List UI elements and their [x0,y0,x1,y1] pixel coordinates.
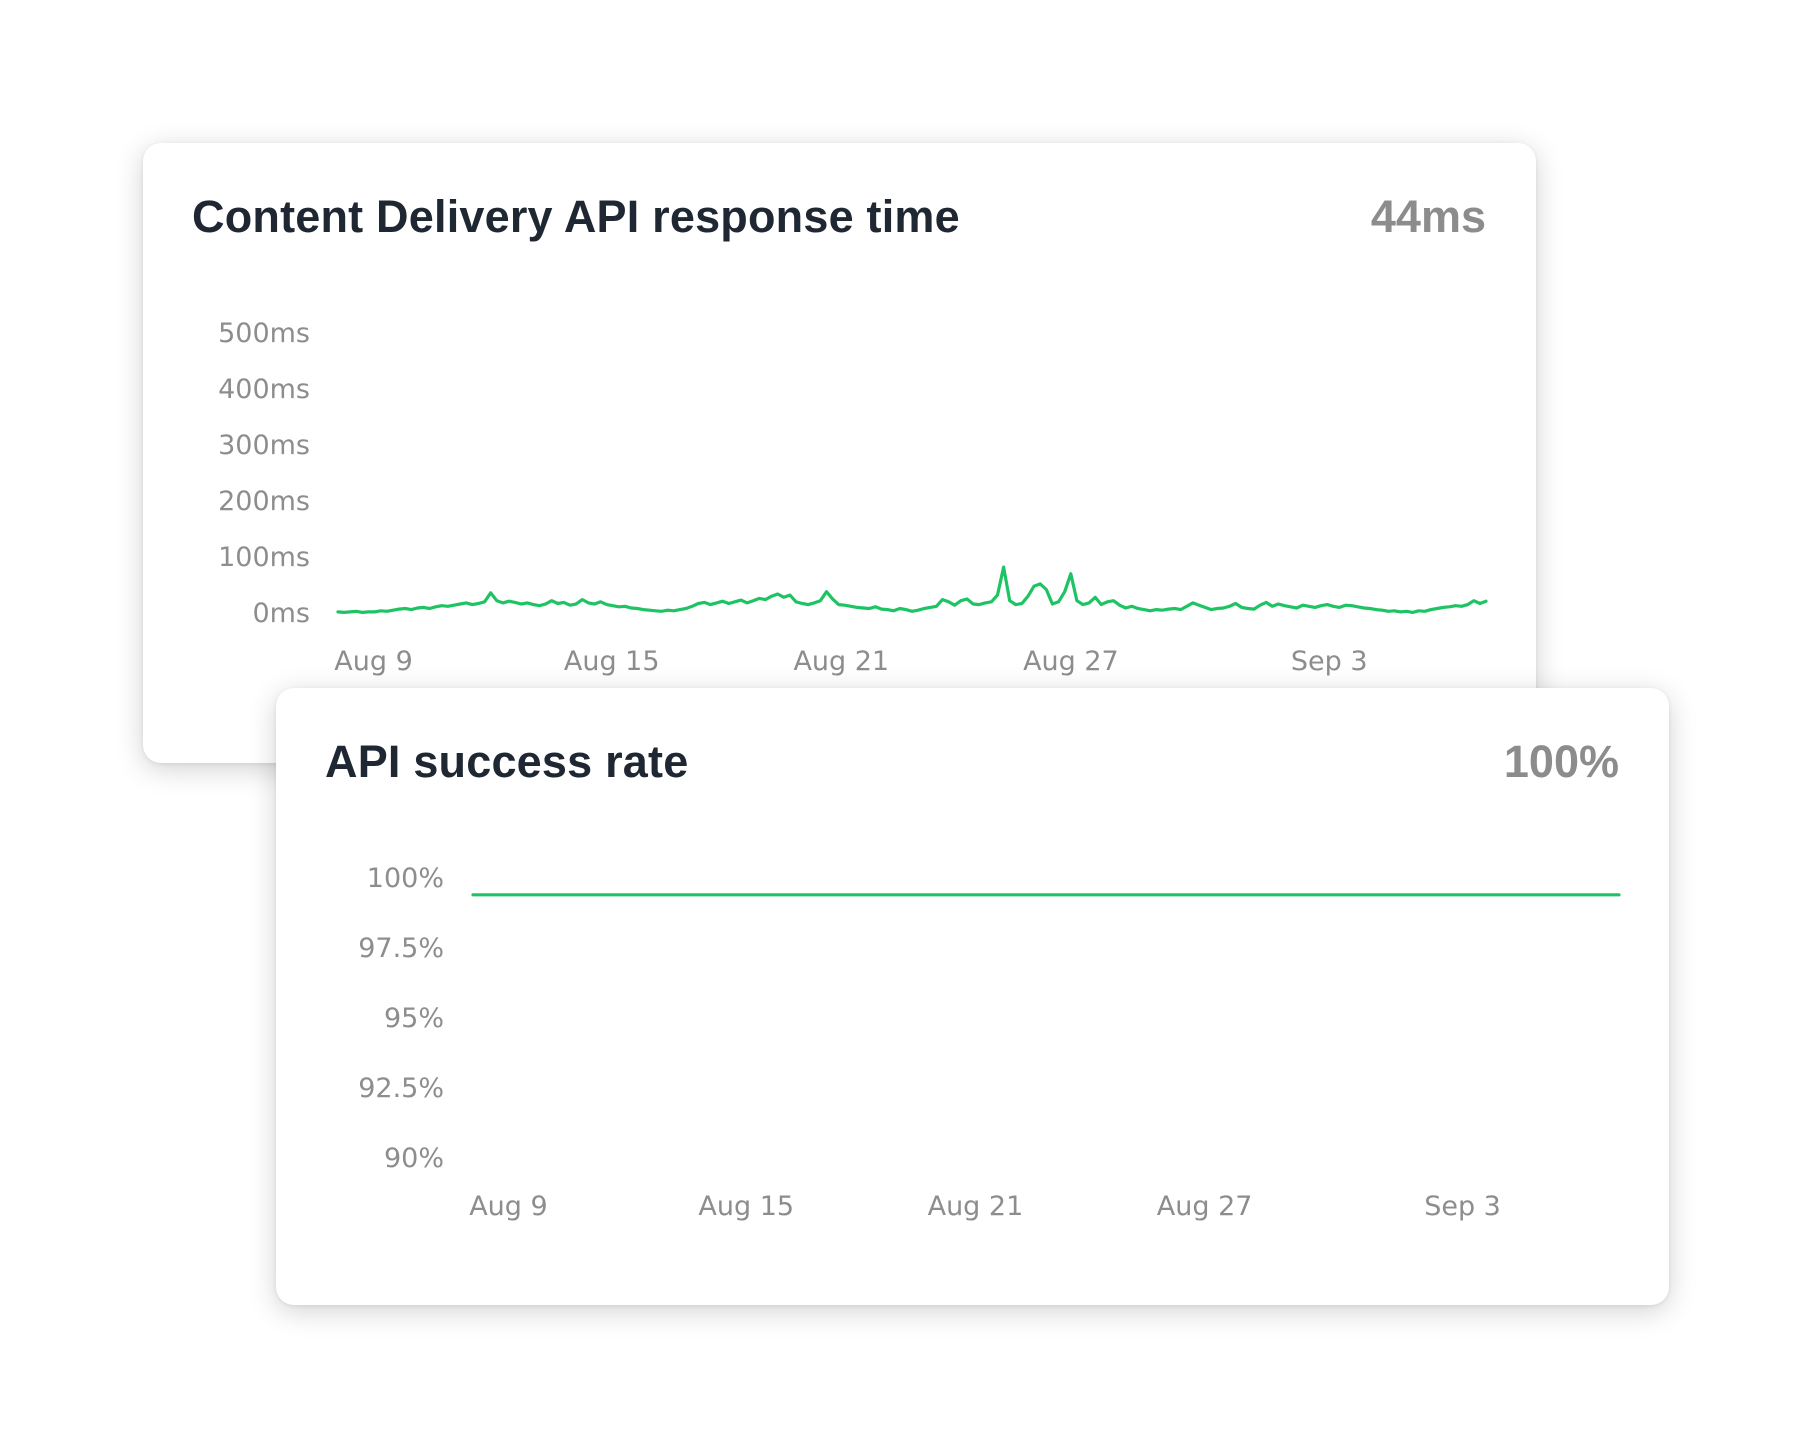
success-y-tick-label: 100% [367,863,444,894]
success-x-tick-label: Aug 21 [928,1191,1024,1222]
success-rate-chart: 100% 97.5% 95% 92.5% 90% Aug 9 Aug 15 Aug 21 Aug… [358,863,1621,1222]
response-y-tick-label: 300ms [218,430,310,461]
success-y-tick-label: 97.5% [358,933,444,964]
success-y-tick-label: 92.5% [358,1073,444,1104]
response-x-tick-label: Sep 3 [1291,646,1368,677]
response-time-chart: 500ms 400ms 300ms 200ms 100ms 0ms Aug 9 Aug 15 A… [218,318,1488,677]
response-time-value: 44ms [1370,191,1486,242]
success-y-tick-label: 90% [384,1143,444,1174]
response-y-tick-label: 400ms [218,374,310,405]
success-x-tick-label: Aug 27 [1157,1191,1253,1222]
response-x-tick-label: Aug 27 [1023,646,1119,677]
response-y-tick-label: 100ms [218,542,310,573]
response-y-tick-label: 500ms [218,318,310,349]
response-y-tick-label: 0ms [252,598,310,629]
success-rate-title: API success rate [325,736,689,787]
response-y-tick-label: 200ms [218,486,310,517]
response-x-tick-label: Aug 15 [564,646,660,677]
response-x-tick-label: Aug 21 [793,646,889,677]
success-rate-card: API success rate 100% 100% 97.5% 95% 92.5% 9… [276,688,1669,1305]
success-x-tick-label: Aug 15 [698,1191,794,1222]
success-rate-value: 100% [1503,736,1619,787]
response-x-tick-label: Aug 9 [334,646,412,677]
success-x-tick-label: Sep 3 [1424,1191,1501,1222]
response-time-card: Content Delivery API response time 44ms … [143,143,1536,763]
response-series-line [336,565,1488,614]
success-x-tick-label: Aug 9 [469,1191,547,1222]
success-y-tick-label: 95% [384,1003,444,1034]
response-time-title: Content Delivery API response time [192,191,960,242]
